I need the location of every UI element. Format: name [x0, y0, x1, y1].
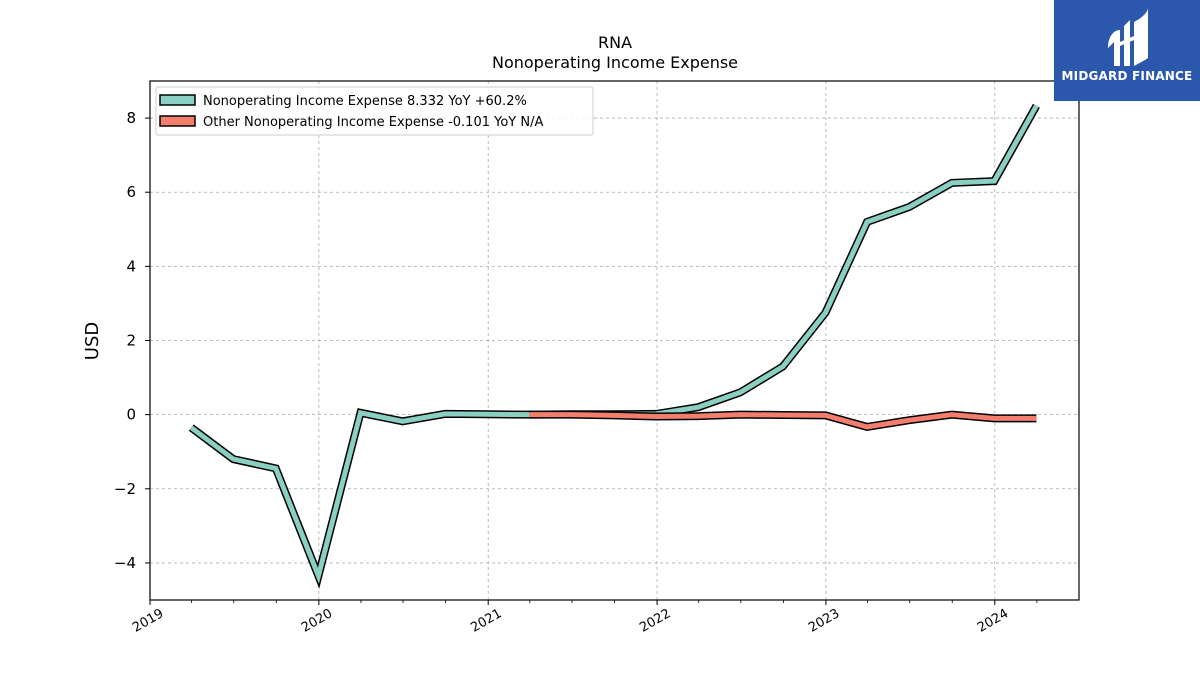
chart-subtitle: Nonoperating Income Expense	[492, 53, 738, 72]
series-lines	[188, 103, 1040, 589]
grid	[149, 81, 1079, 600]
y-tick-label: 8	[126, 109, 136, 127]
legend-label-1: Nonoperating Income Expense 8.332 YoY +6…	[203, 94, 527, 109]
legend-swatch-2	[159, 115, 196, 127]
x-tick-label: 2019	[130, 606, 166, 636]
x-tick-label: 2020	[299, 606, 335, 636]
x-tick-label: 2021	[468, 606, 504, 636]
y-tick-label: 0	[126, 406, 136, 424]
y-tick-label: 2	[126, 332, 136, 350]
chart-title: RNA	[598, 33, 632, 52]
y-tick-label: 4	[126, 257, 136, 275]
y-axis-label: USD	[82, 322, 103, 360]
legend-box	[155, 86, 594, 136]
y-tick-label: −4	[114, 554, 136, 572]
legend: Nonoperating Income Expense 8.332 YoY +6…	[155, 86, 594, 136]
legend-label-2: Other Nonoperating Income Expense -0.101…	[203, 115, 543, 130]
axis-ticks: −4 −2 0 2 4 6 8 2019 2020 2021 2022 2023 2024	[114, 109, 1038, 636]
brand-logo: MIDGARD FINANCE	[1054, 0, 1200, 101]
y-tick-label: 6	[126, 183, 136, 201]
brand-mark-icon	[1108, 8, 1148, 66]
x-tick-label: 2024	[975, 606, 1011, 636]
x-tick-label: 2023	[806, 606, 842, 636]
brand-name: MIDGARD FINANCE	[1061, 69, 1193, 83]
y-tick-label: −2	[114, 480, 136, 498]
x-tick-label: 2022	[637, 606, 673, 636]
series-2-line	[529, 412, 1037, 430]
legend-swatch-1	[159, 94, 196, 106]
